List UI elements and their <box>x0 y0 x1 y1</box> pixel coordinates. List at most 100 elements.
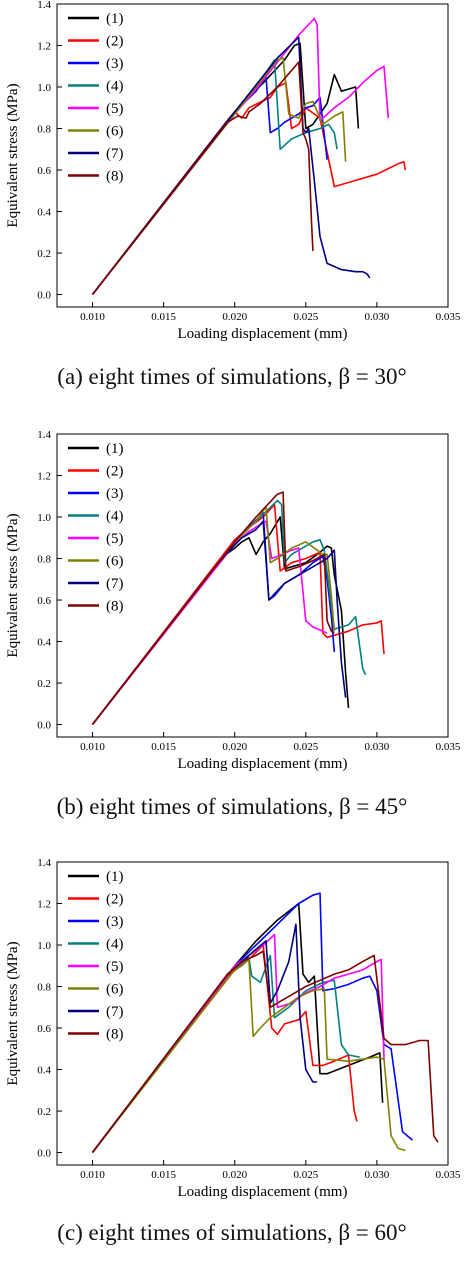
series-line-2 <box>91 82 407 295</box>
x-axis-label: Loading displacement (mm) <box>178 1184 348 1200</box>
stress-displacement-chart-a: 0.0 0.2 0.4 0.6 0.8 1.0 1.2 1.4 0.010 0.015 0.020 0… <box>5 0 461 342</box>
x-tick-label: 0.035 <box>436 311 461 323</box>
y-tick-label: 0.6 <box>37 595 51 607</box>
y-tick-label: 1.0 <box>37 940 51 952</box>
y-tick-label: 0.2 <box>37 248 51 260</box>
legend-label-4: (4) <box>106 937 124 953</box>
x-tick-label: 0.030 <box>365 741 390 753</box>
x-tick-label: 0.010 <box>80 741 105 753</box>
x-tick-label: 0.030 <box>365 311 390 323</box>
legend-label-2: (2) <box>106 34 124 50</box>
series-line-7 <box>91 923 318 1153</box>
x-axis-label: Loading displacement (mm) <box>178 756 348 772</box>
chart-panel-c: 0.0 0.2 0.4 0.6 0.8 1.0 1.2 1.4 0.010 0.015 0.020 0… <box>0 858 464 1266</box>
legend-label-8: (8) <box>106 599 124 615</box>
caption-c: (c) eight times of simulations, β = 60° <box>57 1220 407 1245</box>
y-tick-label: 0.8 <box>37 124 51 136</box>
series-line-8 <box>91 491 335 725</box>
y-tick-label: 0.8 <box>37 982 51 994</box>
y-tick-label: 0.6 <box>37 1023 51 1035</box>
x-axis-label: Loading displacement (mm) <box>178 326 348 342</box>
chart-panel-a: 0.0 0.2 0.4 0.6 0.8 1.0 1.2 1.4 0.010 0.015 0.020 0… <box>0 0 464 410</box>
legend-label-6: (6) <box>106 554 124 570</box>
y-tick-label: 1.0 <box>37 512 51 524</box>
y-tick-label: 0.6 <box>37 165 51 177</box>
y-tick-label: 1.2 <box>37 41 51 53</box>
legend-label-8: (8) <box>106 1027 124 1043</box>
legend-label-6: (6) <box>106 982 124 998</box>
legend-label-5: (5) <box>106 531 124 547</box>
y-tick-label: 0.0 <box>37 290 51 302</box>
x-tick-label: 0.035 <box>436 1169 461 1181</box>
series-line-1 <box>91 516 350 725</box>
y-tick-label: 0.2 <box>37 678 51 690</box>
series-line-7 <box>91 36 371 295</box>
series-line-6 <box>91 505 336 725</box>
y-tick-label: 1.4 <box>37 858 51 869</box>
y-tick-label: 0.0 <box>37 720 51 732</box>
series-line-3 <box>91 75 328 295</box>
series-line-6 <box>91 57 347 295</box>
series-line-3 <box>91 892 414 1153</box>
caption-b: (b) eight times of simulations, β = 45° <box>56 794 408 819</box>
y-tick-label: 0.0 <box>37 1148 51 1160</box>
y-tick-label: 1.0 <box>37 82 51 94</box>
legend-label-2: (2) <box>106 892 124 908</box>
series-line-4 <box>91 499 367 725</box>
legend-label-4: (4) <box>106 79 124 95</box>
legend-label-1: (1) <box>106 11 124 27</box>
y-axis-label: Equivalent stress (MPa) <box>5 513 21 657</box>
x-tick-label: 0.020 <box>222 1169 247 1181</box>
series-line-8 <box>91 61 314 295</box>
series-line-8 <box>91 950 439 1153</box>
stress-displacement-chart-b: 0.0 0.2 0.4 0.6 0.8 1.0 1.2 1.4 0.010 0.015 0.020 0… <box>5 430 461 772</box>
legend-label-7: (7) <box>106 146 124 162</box>
legend-label-5: (5) <box>106 959 124 975</box>
legend-label-1: (1) <box>106 869 124 885</box>
x-tick-label: 0.025 <box>293 741 318 753</box>
legend-label-4: (4) <box>106 509 124 525</box>
y-tick-label: 1.2 <box>37 471 51 483</box>
x-tick-label: 0.025 <box>293 1169 318 1181</box>
plot-frame <box>56 433 449 738</box>
y-axis-label: Equivalent stress (MPa) <box>5 941 21 1085</box>
y-tick-label: 0.4 <box>37 1065 51 1077</box>
legend-label-5: (5) <box>106 101 124 117</box>
stress-displacement-chart-c: 0.0 0.2 0.4 0.6 0.8 1.0 1.2 1.4 0.010 0.015 0.020 0… <box>5 858 461 1200</box>
chart-panel-b: 0.0 0.2 0.4 0.6 0.8 1.0 1.2 1.4 0.010 0.015 0.020 0… <box>0 430 464 840</box>
plot-frame <box>56 861 449 1166</box>
x-tick-label: 0.020 <box>222 741 247 753</box>
series-line-6 <box>91 958 406 1153</box>
legend-label-1: (1) <box>106 441 124 457</box>
y-tick-label: 1.4 <box>37 430 51 441</box>
series-line-7 <box>91 520 347 725</box>
x-tick-label: 0.030 <box>365 1169 390 1181</box>
x-tick-label: 0.010 <box>80 311 105 323</box>
x-tick-label: 0.035 <box>436 741 461 753</box>
y-tick-label: 0.4 <box>37 207 51 219</box>
legend-label-6: (6) <box>106 124 124 140</box>
y-tick-label: 0.8 <box>37 554 51 566</box>
plot-frame <box>56 3 449 308</box>
series-line-2 <box>91 944 358 1153</box>
legend-label-3: (3) <box>106 914 124 930</box>
legend-label-2: (2) <box>106 464 124 480</box>
legend-label-8: (8) <box>106 169 124 185</box>
x-tick-label: 0.015 <box>151 311 176 323</box>
legend-label-3: (3) <box>106 486 124 502</box>
y-axis-label: Equivalent stress (MPa) <box>5 83 21 227</box>
x-tick-label: 0.010 <box>80 1169 105 1181</box>
series-line-4 <box>91 954 360 1153</box>
series-line-5 <box>91 17 390 295</box>
y-tick-label: 0.4 <box>37 637 51 649</box>
y-tick-label: 1.4 <box>37 0 51 11</box>
y-tick-label: 0.2 <box>37 1106 51 1118</box>
series-line-5 <box>91 520 328 725</box>
legend-label-7: (7) <box>106 1004 124 1020</box>
x-tick-label: 0.015 <box>151 1169 176 1181</box>
caption-a: (a) eight times of simulations, β = 30° <box>57 364 407 389</box>
legend-label-3: (3) <box>106 56 124 72</box>
legend-label-7: (7) <box>106 576 124 592</box>
y-tick-label: 1.2 <box>37 899 51 911</box>
x-tick-label: 0.020 <box>222 311 247 323</box>
